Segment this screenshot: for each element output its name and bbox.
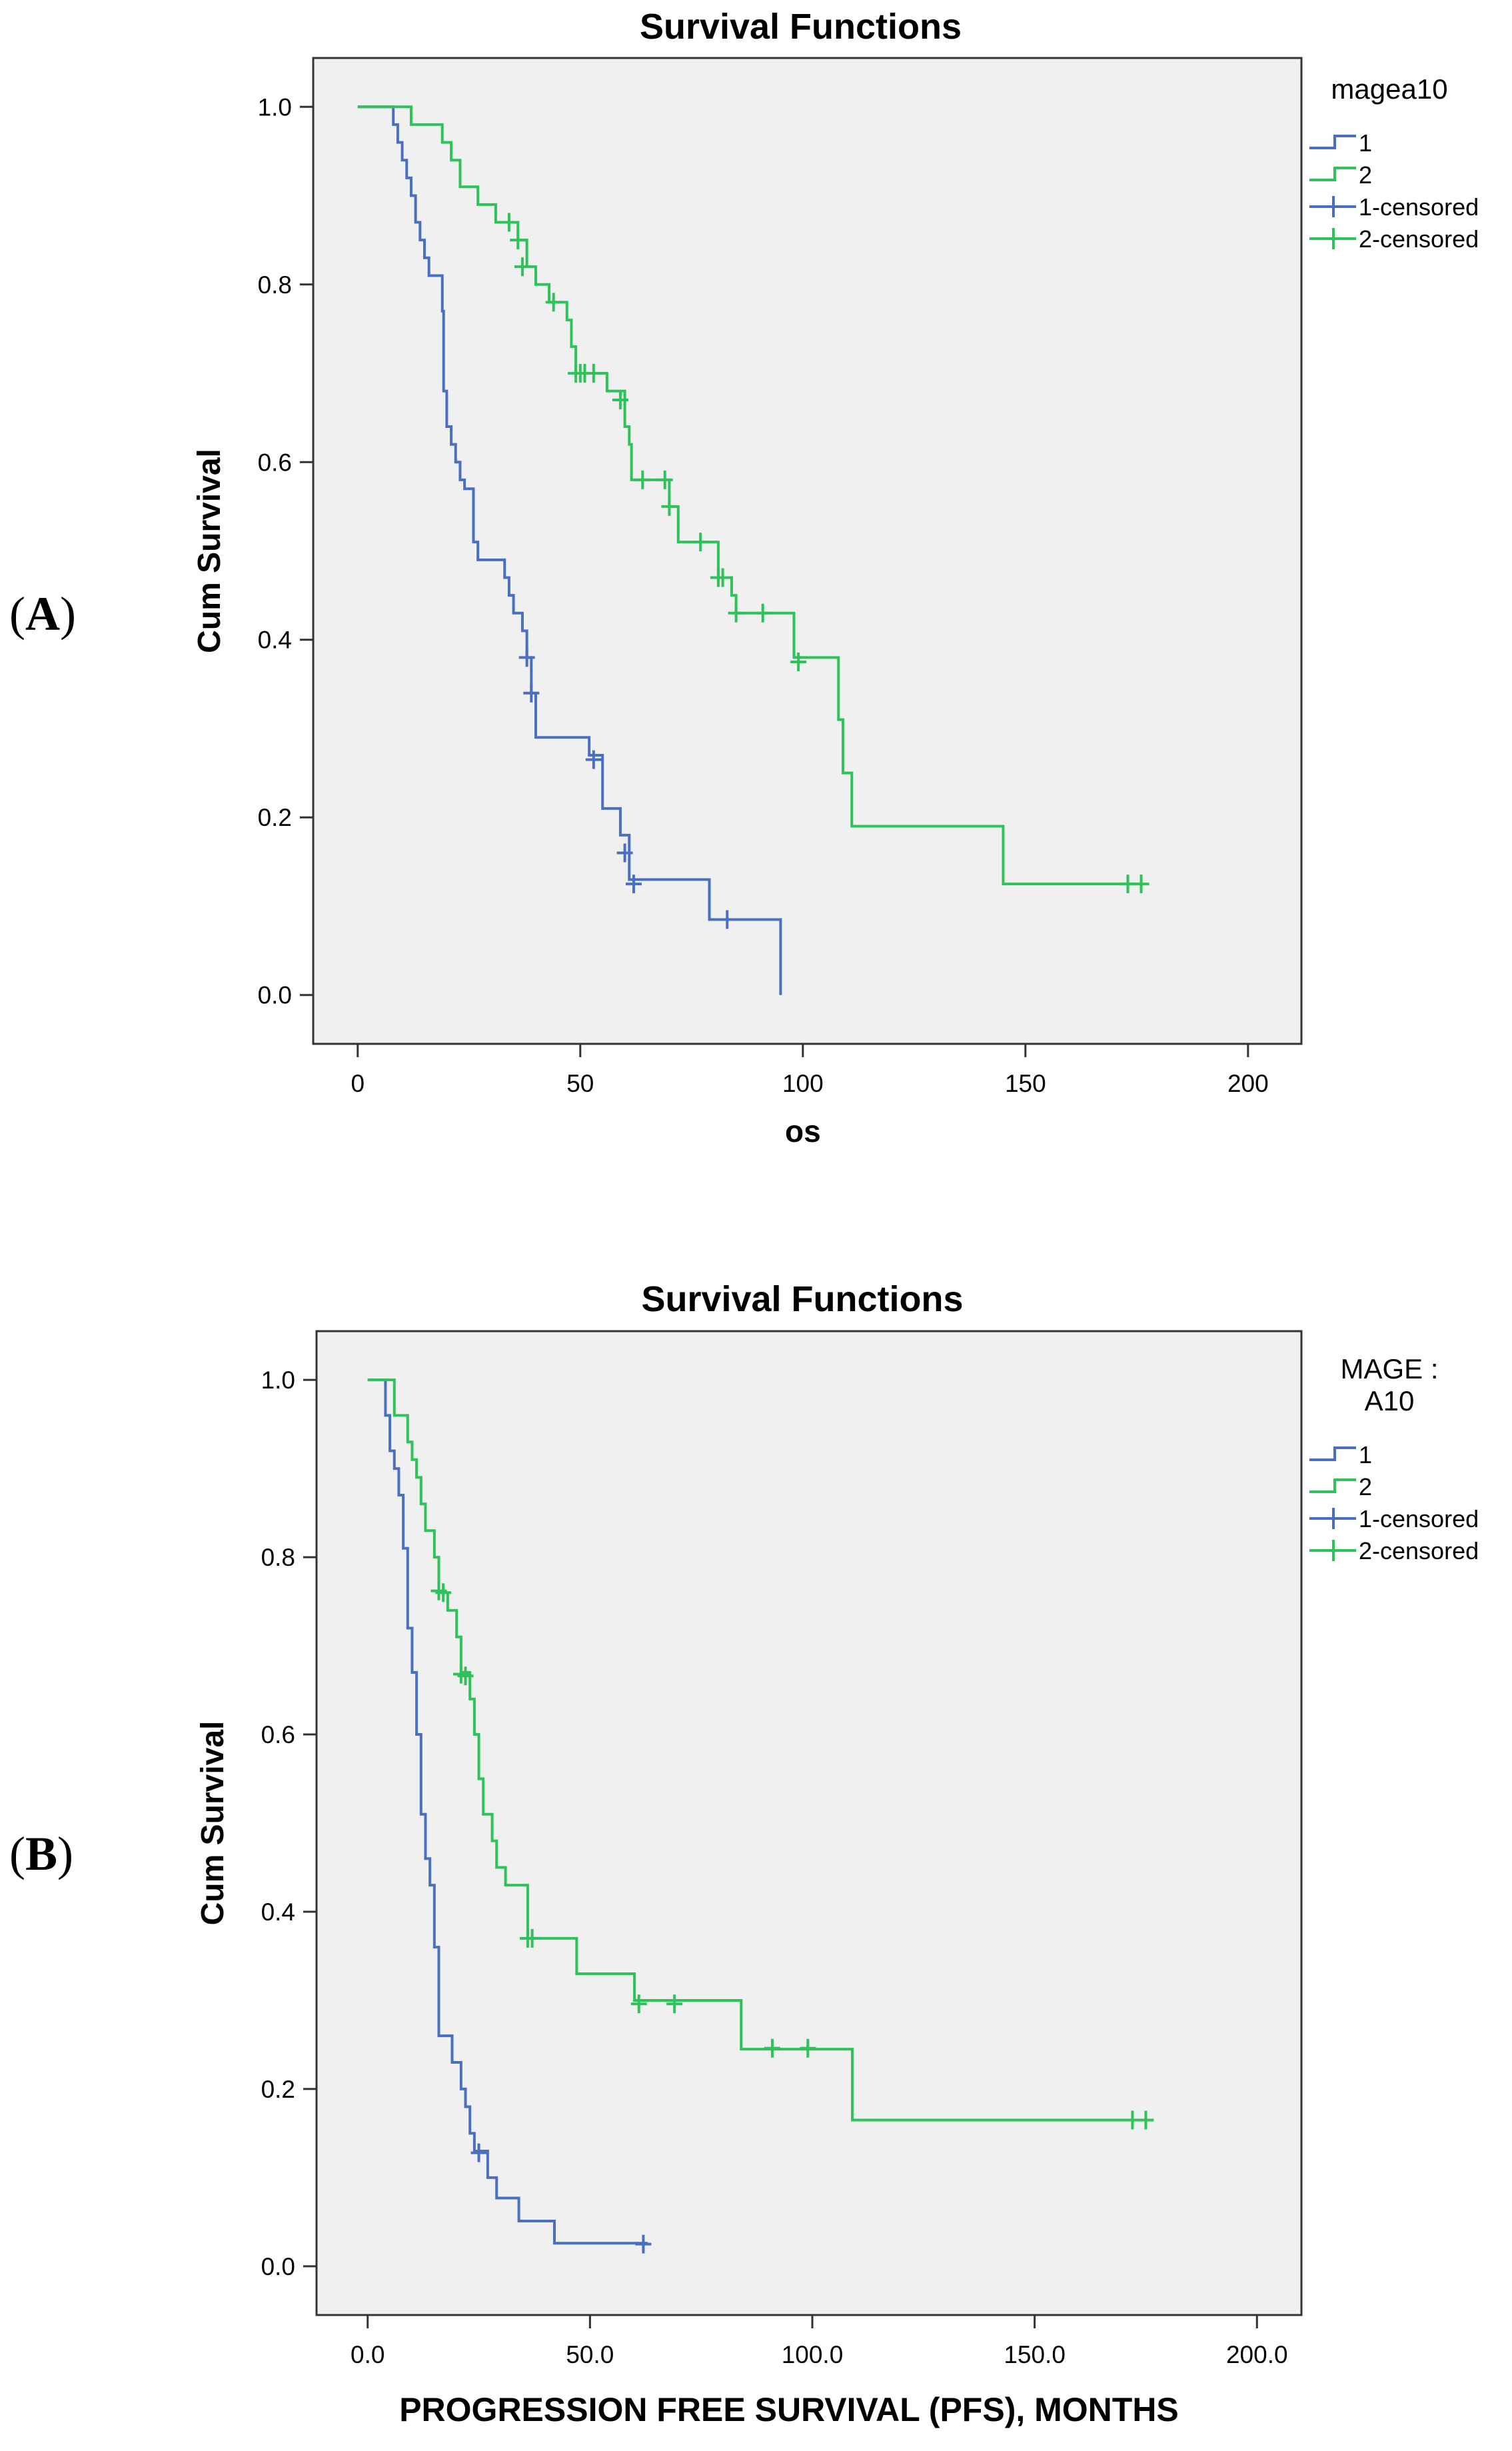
panel-label-a-close: ) bbox=[59, 587, 76, 641]
series-2-censor-mark bbox=[585, 364, 602, 383]
panel-label-a: (A) bbox=[9, 587, 76, 642]
y-tick-label: 0.6 bbox=[261, 1721, 295, 1748]
legend: magea10 1 2 1-censored 2-censored bbox=[1309, 73, 1479, 253]
series-2-censor-mark bbox=[1120, 875, 1136, 894]
x-tick-label: 150 bbox=[1005, 1070, 1046, 1097]
y-tick-label: 0.0 bbox=[261, 2253, 295, 2280]
legend-title: magea10 bbox=[1331, 73, 1447, 105]
series-2-censor-mark bbox=[1137, 2110, 1154, 2130]
x-tick-label: 100 bbox=[782, 1070, 824, 1097]
series-2-censor-mark bbox=[435, 1583, 452, 1602]
series-2-censor-mark bbox=[524, 1928, 540, 1948]
series-1-censor-mark bbox=[523, 683, 540, 703]
legend-title: A10 bbox=[1365, 1385, 1415, 1416]
x-tick-label: 150.0 bbox=[1004, 2341, 1066, 2368]
series-1-censor-mark bbox=[719, 910, 736, 929]
y-axis-label: Cum Survival bbox=[192, 449, 227, 653]
x-axis-label: os bbox=[785, 1114, 821, 1149]
series-1-censor-mark bbox=[585, 750, 602, 769]
chart-title: Survival Functions bbox=[640, 7, 962, 47]
chart-2: Survival Functions 0.0 0.2 0.4 0.6 0.8 1.0 0.0 5… bbox=[195, 1279, 1479, 2428]
series-2-censor-mark bbox=[1133, 875, 1149, 894]
legend-swatch-cross bbox=[1309, 1540, 1356, 1561]
series-2-censor-mark bbox=[545, 293, 562, 312]
x-tick-label: 200.0 bbox=[1226, 2341, 1288, 2368]
y-tick-label: 0.4 bbox=[258, 627, 292, 654]
series-2-censor-mark bbox=[714, 568, 731, 587]
series-2-censor-mark bbox=[728, 603, 744, 623]
plot-area bbox=[315, 1330, 1303, 2316]
series-2-censor-mark bbox=[790, 653, 807, 672]
legend-label: 1-censored bbox=[1359, 193, 1479, 221]
x-tick-label: 100.0 bbox=[782, 2341, 844, 2368]
chart-title: Survival Functions bbox=[641, 1279, 963, 1319]
x-tick-label: 0 bbox=[351, 1070, 365, 1097]
legend-swatch-step bbox=[1309, 135, 1356, 149]
x-axis-label: PROGRESSION FREE SURVIVAL (PFS), MONTHS bbox=[399, 2391, 1179, 2428]
legend-label: 2 bbox=[1359, 1473, 1372, 1500]
panel-label-b: (B) bbox=[9, 1826, 73, 1882]
legend-swatch-step bbox=[1309, 167, 1356, 181]
series-2-censor-mark bbox=[457, 1666, 474, 1686]
plot-area bbox=[312, 57, 1303, 1045]
y-tick-label: 0.8 bbox=[258, 271, 292, 299]
series-2-censor-mark bbox=[656, 470, 673, 489]
y-tick-label: 1.0 bbox=[258, 93, 292, 121]
y-tick-label: 0.8 bbox=[261, 1544, 295, 1571]
y-tick-label: 0.4 bbox=[261, 1898, 295, 1926]
legend-label: 2-censored bbox=[1359, 1537, 1479, 1564]
chart-1: Survival Functions 0.0 0.2 0.4 0.6 0.8 1.0 0 50 1… bbox=[192, 7, 1479, 1149]
panel-label-b-close: ) bbox=[57, 1827, 73, 1880]
series-1-line bbox=[357, 105, 782, 995]
series-2-censor-mark bbox=[630, 1994, 647, 2014]
legend-label: 1-censored bbox=[1359, 1505, 1479, 1532]
series-2-censor-mark bbox=[500, 213, 517, 232]
series-2-censor-mark bbox=[666, 1994, 683, 2014]
legend-swatch-step bbox=[1309, 1478, 1356, 1493]
series-1-line bbox=[367, 1378, 648, 2245]
series-2-censor-mark bbox=[1124, 2110, 1141, 2130]
series-2-censor-mark bbox=[514, 257, 530, 277]
y-tick-label: 1.0 bbox=[261, 1366, 295, 1394]
legend-title: MAGE : bbox=[1340, 1353, 1438, 1384]
series-1-censor-mark bbox=[616, 843, 633, 863]
series-2-censor-mark bbox=[634, 470, 651, 489]
x-tick-label: 50.0 bbox=[566, 2341, 614, 2368]
legend-label: 2-censored bbox=[1359, 225, 1479, 253]
series-2-line bbox=[357, 105, 1141, 886]
x-tick-label: 50 bbox=[566, 1070, 594, 1097]
legend-label: 2 bbox=[1359, 161, 1372, 189]
series-2-censor-mark bbox=[612, 390, 628, 409]
series-2-censor-mark bbox=[800, 2038, 816, 2058]
legend-swatch-cross bbox=[1309, 1508, 1356, 1529]
legend-label: 1 bbox=[1359, 129, 1372, 157]
series-2-censor-mark bbox=[764, 2038, 780, 2058]
legend-swatch-cross bbox=[1309, 228, 1356, 249]
legend: MAGE :A10 1 2 1-censored 2-censored bbox=[1309, 1353, 1479, 1564]
legend-swatch-cross bbox=[1309, 196, 1356, 217]
series-1-censor-mark bbox=[635, 2234, 652, 2254]
series-2-line bbox=[367, 1378, 1146, 2122]
series-1-censor-mark bbox=[470, 2143, 487, 2162]
y-tick-label: 0.2 bbox=[261, 2076, 295, 2103]
panel-label-b-letter: B bbox=[25, 1827, 58, 1880]
panel-label-b-open: ( bbox=[9, 1827, 25, 1880]
legend-swatch-step bbox=[1309, 1446, 1356, 1461]
x-tick-label: 200 bbox=[1227, 1070, 1269, 1097]
legend-label: 1 bbox=[1359, 1441, 1372, 1468]
y-tick-label: 0.2 bbox=[258, 804, 292, 831]
panel-label-a-open: ( bbox=[9, 587, 25, 641]
series-2-censor-mark bbox=[510, 231, 526, 250]
series-2-censor-mark bbox=[661, 497, 678, 516]
x-tick-label: 0.0 bbox=[351, 2341, 384, 2368]
series-2-censor-mark bbox=[754, 603, 771, 623]
y-tick-label: 0.6 bbox=[258, 449, 292, 476]
panel-label-a-letter: A bbox=[25, 587, 60, 641]
series-2-censor-mark bbox=[692, 533, 709, 552]
y-tick-label: 0.0 bbox=[258, 982, 292, 1009]
series-1-censor-mark bbox=[625, 875, 642, 894]
series-1-censor-mark bbox=[518, 648, 535, 667]
y-axis-label: Cum Survival bbox=[195, 1721, 231, 1926]
